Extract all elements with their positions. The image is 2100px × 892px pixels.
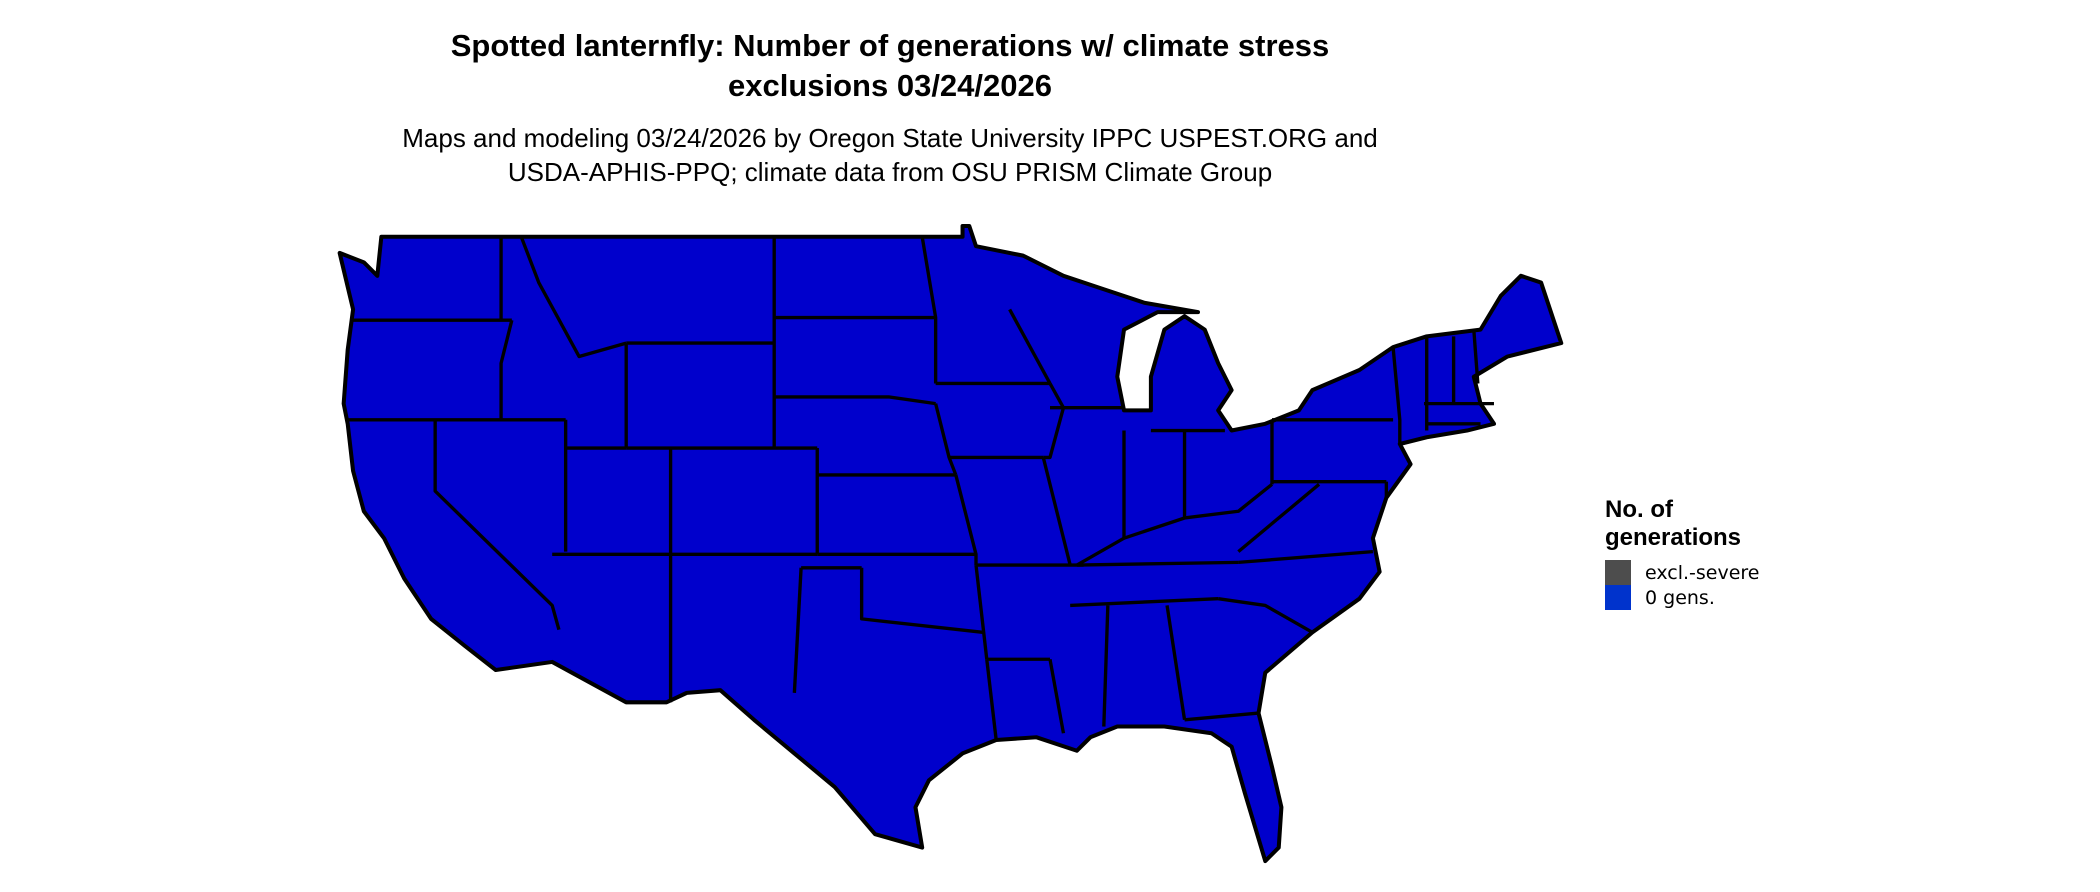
state-border	[1043, 382, 1066, 460]
state-border	[954, 474, 978, 566]
map-title-line2: exclusions 03/24/2026	[727, 68, 1052, 103]
map-subtitle-line2: USDA-APHIS-PPQ; climate data from OSU PR…	[507, 157, 1273, 187]
map-title-line1: Spotted lanternfly: Number of generation…	[450, 28, 1330, 63]
state-border	[499, 319, 514, 420]
state-border	[1391, 346, 1402, 444]
state-border	[1102, 605, 1110, 727]
state-border	[1217, 597, 1314, 634]
state-border	[1008, 308, 1052, 385]
state-border	[1041, 457, 1072, 566]
state-border	[1076, 536, 1125, 567]
legend-label: excl.-severe	[1645, 561, 1760, 584]
state-border	[519, 236, 627, 359]
state-borders	[347, 236, 1494, 741]
state-border	[920, 236, 938, 384]
legend: No. of generations excl.-severe 0 gens.	[1605, 496, 1760, 610]
state-border	[1472, 329, 1480, 384]
map-subtitle-line1: Maps and modeling 03/24/2026 by Oregon S…	[402, 123, 1378, 153]
state-border	[433, 419, 561, 631]
state-border	[1070, 597, 1219, 608]
state-border	[934, 403, 958, 476]
state-border	[1238, 549, 1374, 565]
conus-landmass	[337, 224, 1564, 864]
legend-title-line1: No. of	[1605, 496, 1673, 523]
state-border	[1184, 711, 1259, 722]
legend-item-0-gens: 0 gens.	[1605, 585, 1760, 610]
state-border	[1048, 658, 1066, 734]
state-border	[1237, 483, 1321, 553]
state-border	[859, 567, 983, 635]
state-border	[792, 567, 803, 693]
state-border	[1076, 560, 1239, 567]
state-border	[985, 659, 998, 741]
legend-item-excl-severe: excl.-severe	[1605, 560, 1760, 585]
state-border	[1165, 605, 1187, 721]
legend-label: 0 gens.	[1645, 586, 1715, 609]
legend-title-line2: generations	[1605, 524, 1742, 551]
legend-swatch	[1605, 585, 1631, 610]
state-border	[774, 395, 936, 406]
legend-swatch	[1605, 560, 1631, 585]
state-border	[1123, 483, 1274, 540]
state-border	[974, 564, 989, 660]
